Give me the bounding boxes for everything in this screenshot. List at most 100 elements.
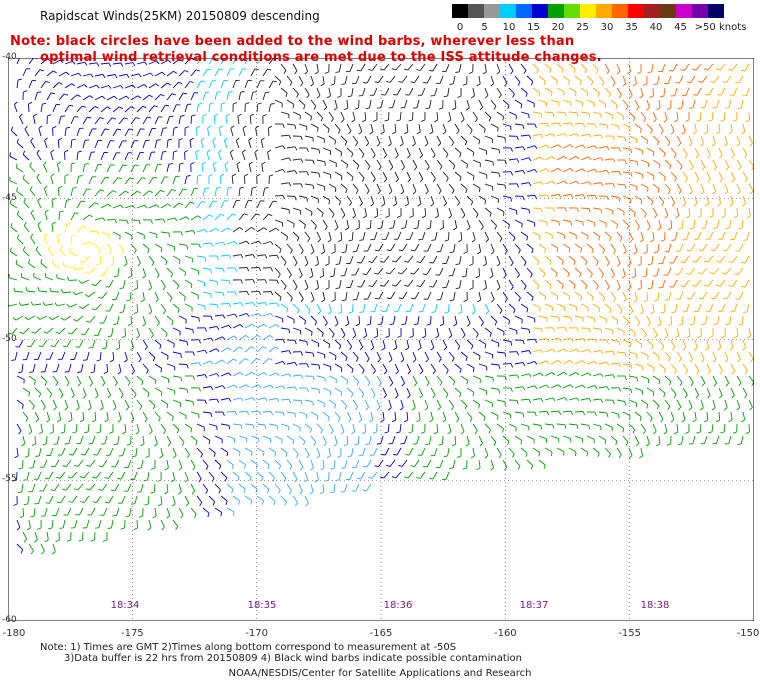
wind-barb (664, 327, 669, 336)
wind-barb (658, 99, 661, 108)
wind-barb (86, 519, 90, 528)
wind-barb-flag (700, 359, 705, 363)
wind-barb (432, 471, 438, 480)
wind-barb (580, 156, 589, 161)
wind-barb (130, 73, 139, 77)
wind-barb (292, 447, 299, 455)
wind-barb (711, 111, 714, 121)
wind-barb (389, 75, 396, 83)
wind-barb (80, 363, 84, 372)
wind-barb (592, 255, 599, 263)
wind-barb (478, 339, 487, 345)
wind-barb-flag (478, 187, 481, 192)
wind-barb-flag (333, 107, 338, 111)
wind-barb (43, 188, 48, 197)
wind-barb-flag (274, 452, 277, 457)
wind-barb (136, 255, 141, 264)
wind-barb-flag (680, 69, 685, 71)
wind-barb-flag (320, 429, 323, 434)
wind-barb (172, 81, 179, 89)
wind-barb (383, 255, 390, 263)
wind-barb (10, 130, 18, 137)
wind-barb-flag (245, 102, 250, 105)
wind-barb-flag (404, 131, 409, 135)
wind-barb-flag (602, 249, 605, 254)
wind-barb (550, 267, 558, 274)
wind-barb-flag (270, 241, 274, 245)
wind-barb-flag (190, 162, 195, 165)
wind-barb (538, 194, 547, 197)
wind-barb (160, 423, 166, 431)
wind-barb-flag (180, 115, 185, 117)
wind-barb-flag (261, 500, 264, 505)
wind-barb-flag (234, 291, 237, 296)
wind-barb (628, 375, 637, 378)
wind-barb-flag (397, 335, 402, 338)
wind-barb-flag (90, 241, 94, 246)
wind-barb-flag (210, 316, 213, 321)
wind-barb-flag (721, 215, 726, 218)
wind-barb-flag (432, 154, 436, 159)
wind-barb (403, 435, 408, 444)
wind-barb (304, 111, 312, 117)
wind-barb (580, 111, 589, 114)
wind-barb-flag (320, 83, 325, 87)
wind-barb-flag (738, 323, 743, 326)
wind-barb-flag (300, 298, 304, 303)
wind-barb (226, 410, 236, 413)
wind-barb-flag (246, 291, 250, 296)
wind-barb (556, 111, 566, 114)
wind-barb (178, 243, 187, 246)
wind-barb-flag (230, 125, 235, 129)
wind-barb (84, 447, 90, 456)
wind-barb-flag (504, 184, 507, 190)
wind-barb-flag (728, 419, 733, 423)
wind-barb-flag (472, 175, 475, 180)
wind-barb-flag (480, 322, 484, 327)
wind-barb-flag (564, 112, 567, 117)
wind-barb-flag (736, 407, 741, 411)
wind-barb (436, 399, 442, 408)
wind-barb (286, 435, 294, 441)
wind-barb-flag (330, 118, 334, 123)
wind-barb (70, 188, 74, 197)
wind-barb-flag (110, 489, 115, 492)
wind-barb (86, 351, 90, 360)
wind-barb (357, 435, 360, 445)
wind-barb (502, 99, 510, 106)
wind-barb-flag (361, 431, 366, 435)
wind-barb (562, 75, 570, 81)
wind-barb (212, 140, 216, 149)
wind-barb (268, 254, 278, 257)
wind-barb (556, 348, 565, 353)
wind-barb (628, 303, 634, 312)
wind-barb (112, 204, 121, 209)
wind-barb (304, 423, 312, 430)
wind-barb (214, 213, 221, 221)
wind-barb-flag (167, 355, 169, 360)
wind-barb (148, 255, 155, 263)
latitude-label: -55 (2, 474, 17, 485)
wind-barb-flag (705, 203, 709, 207)
wind-barb-flag (30, 209, 34, 214)
wind-barb (514, 169, 523, 173)
wind-barb (580, 207, 590, 209)
wind-barb-flag (488, 429, 492, 434)
wind-barb (79, 435, 84, 444)
wind-barb-flag (639, 128, 642, 133)
wind-barb (24, 128, 30, 137)
wind-barb (68, 435, 72, 444)
wind-barb (244, 254, 253, 257)
wind-barb-flag (363, 82, 368, 84)
wind-barb-flag (304, 320, 307, 325)
wind-barb (344, 483, 348, 492)
wind-barb (452, 459, 456, 468)
wind-barb-flag (697, 272, 702, 275)
wind-barb-flag (564, 327, 568, 332)
wind-barb-flag (166, 404, 169, 409)
wind-barb-flag (208, 214, 213, 218)
wind-barb (592, 327, 601, 330)
wind-barb-flag (343, 443, 348, 447)
wind-barb-flag (113, 275, 119, 278)
wind-barb-flag (749, 406, 753, 411)
